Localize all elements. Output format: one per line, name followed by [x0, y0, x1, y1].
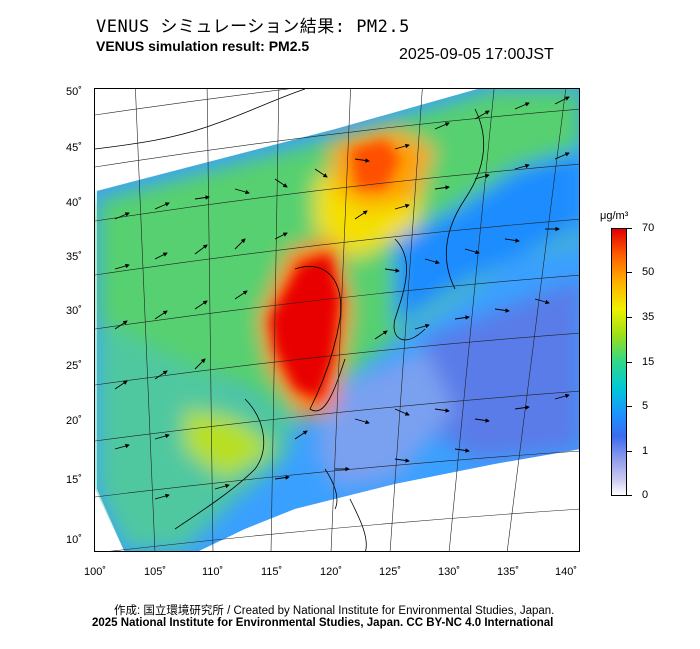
- lon-label-105: 105˚: [144, 566, 167, 578]
- colorbar-tick: [627, 317, 632, 318]
- lon-label-140: 140˚: [555, 566, 578, 578]
- pm25-map: [94, 88, 580, 552]
- lat-label-35: 35˚: [66, 251, 82, 263]
- colorbar-tick: [627, 451, 632, 452]
- colorbar-tick: [627, 362, 632, 363]
- wind-vectors: [114, 96, 570, 500]
- colorbar-unit: μg/m³: [600, 210, 629, 222]
- lon-label-100: 100˚: [84, 566, 107, 578]
- lat-label-40: 40˚: [66, 197, 82, 209]
- forecast-timestamp: 2025-09-05 17:00JST: [399, 46, 554, 63]
- graticule: [95, 89, 579, 551]
- colorbar-tick: [627, 228, 632, 229]
- colorbar-label-5: 5: [642, 400, 649, 412]
- lon-label-115: 115˚: [261, 566, 283, 578]
- title-english: VENUS simulation result: PM2.5: [96, 38, 310, 54]
- colorbar-label-0: 0: [642, 489, 649, 501]
- copyright-line: 2025 National Institute for Environmenta…: [92, 617, 554, 629]
- colorbar-tick: [627, 272, 632, 273]
- colorbar-label-50: 50: [642, 266, 655, 278]
- lat-label-50: 50˚: [66, 86, 82, 98]
- credit-line: 作成: 国立環境研究所 / Created by National Instit…: [114, 605, 555, 617]
- title-japanese: VENUS シミュレーション結果: PM2.5: [96, 17, 410, 37]
- lon-label-120: 120˚: [320, 566, 343, 578]
- lon-label-125: 125˚: [379, 566, 402, 578]
- colorbar-tick: [627, 406, 632, 407]
- colorbar: [611, 228, 627, 496]
- coastlines: [95, 89, 485, 551]
- lat-label-15: 15˚: [66, 474, 82, 486]
- lat-label-10: 10˚: [66, 534, 82, 546]
- colorbar-label-70: 70: [642, 222, 655, 234]
- lon-label-130: 130˚: [438, 566, 461, 578]
- map-canvas: [95, 89, 579, 551]
- lon-label-135: 135˚: [497, 566, 520, 578]
- lat-label-20: 20˚: [66, 415, 82, 427]
- colorbar-label-1: 1: [642, 445, 649, 457]
- concentration-field: [95, 89, 579, 551]
- colorbar-label-15: 15: [642, 356, 655, 368]
- colorbar-label-35: 35: [642, 311, 655, 323]
- lat-label-30: 30˚: [66, 305, 82, 317]
- colorbar-tick: [627, 495, 632, 496]
- lat-label-45: 45˚: [66, 142, 82, 154]
- lat-label-25: 25˚: [66, 360, 82, 372]
- lon-label-110: 110˚: [202, 566, 224, 578]
